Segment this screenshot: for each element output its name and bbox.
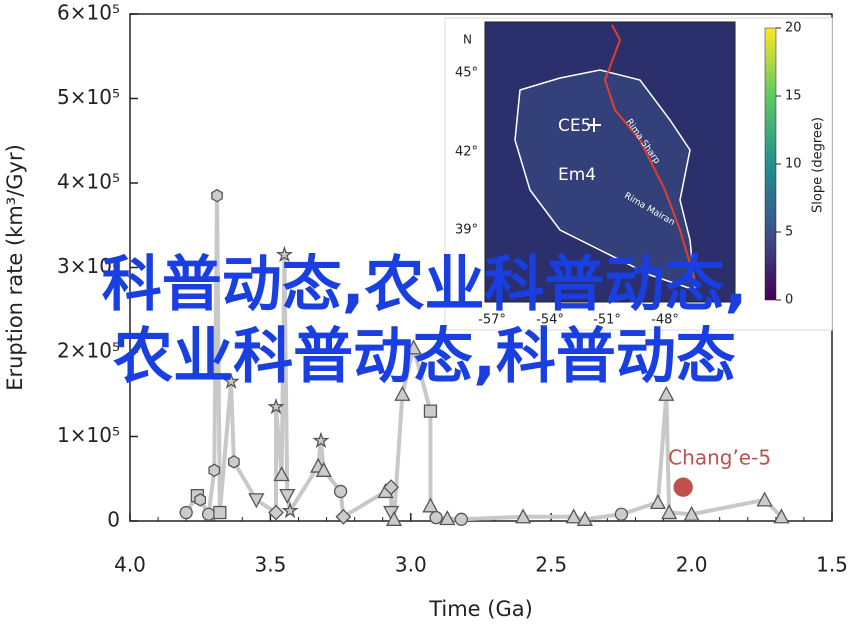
marker [315, 461, 332, 477]
marker [201, 507, 216, 521]
colorbar-label: Slope (degree) [811, 117, 826, 213]
x-tick-label: 3.0 [395, 553, 427, 577]
y-tick-label: 4×10⁵ [57, 170, 120, 194]
marker [439, 510, 456, 526]
lon-label: -51° [593, 313, 621, 328]
series-label: Chang’e-5 [668, 446, 771, 470]
colorbar-tick-label: 5 [785, 225, 793, 240]
colorbar-tick-label: 15 [785, 89, 802, 104]
marker [614, 507, 629, 521]
marker [273, 466, 290, 482]
colorbar-tick-label: 20 [785, 21, 802, 36]
marker [179, 505, 193, 520]
x-tick-label: 1.5 [816, 553, 848, 577]
marker [658, 385, 675, 401]
marker [576, 510, 593, 526]
marker [279, 488, 296, 505]
marker [194, 493, 207, 507]
x-tick-label: 3.5 [254, 553, 286, 577]
marker [394, 385, 411, 401]
y-tick-label: 2×10⁵ [57, 339, 120, 363]
x-tick-label: 4.0 [114, 553, 146, 577]
marker [333, 484, 348, 499]
marker [208, 463, 221, 478]
marker [454, 512, 468, 526]
site-label: Em4 [558, 165, 596, 185]
rille [603, 24, 696, 281]
watermark: 农业科普动态,科普动态 [113, 322, 736, 392]
marker [312, 431, 330, 449]
colorbar-tick-label: 10 [785, 157, 802, 172]
x-tick-label: 2.0 [676, 553, 708, 577]
marker [385, 510, 403, 526]
y-tick-label: 3×10⁵ [57, 254, 120, 278]
marker [228, 455, 240, 469]
y-tick-label: 5×10⁵ [57, 85, 120, 109]
lon-label: -57° [478, 313, 506, 328]
north-label: N [463, 33, 472, 47]
marker [756, 491, 773, 507]
colorbar-tick-label: 0 [785, 293, 793, 308]
marker [683, 505, 700, 521]
marker [267, 397, 285, 415]
lat-label: 45° [455, 66, 478, 81]
marker [405, 339, 422, 355]
trend-line [184, 193, 783, 522]
lon-label: -54° [536, 313, 564, 328]
x-tick-label: 2.5 [535, 553, 567, 577]
site-label: CE5 [558, 116, 591, 136]
marker [281, 501, 299, 519]
marker [383, 479, 400, 496]
marker [268, 504, 284, 521]
marker [565, 508, 582, 524]
lat-label: 42° [455, 145, 478, 160]
ce5-cross [587, 118, 601, 132]
marker [213, 505, 227, 520]
lat-label: 39° [455, 223, 478, 238]
marker [773, 508, 790, 524]
marker [661, 504, 678, 520]
marker [649, 494, 666, 510]
watermark: 科普动态,农业科普动态, [101, 250, 748, 320]
marker [211, 188, 223, 203]
marker [422, 497, 439, 513]
marker [423, 404, 438, 418]
marker [673, 477, 693, 497]
marker [335, 508, 352, 525]
y-tick-label: 0 [107, 508, 120, 532]
y-tick-label: 1×10⁵ [57, 423, 120, 447]
marker [222, 372, 240, 389]
marker [515, 508, 532, 524]
marker [248, 493, 265, 509]
inset-map: N 45° 42° 39° -57° -54° -51° -48° CE5 Em… [444, 17, 833, 331]
marker [429, 510, 443, 525]
x-axis-title: Time (Ga) [428, 597, 533, 621]
y-tick-label: 6×10⁵ [57, 1, 120, 25]
marker [275, 245, 294, 263]
mare-outline [514, 69, 696, 292]
y-axis-title: Eruption rate (km³/Gyr) [3, 144, 27, 391]
lon-label: -48° [651, 313, 679, 328]
